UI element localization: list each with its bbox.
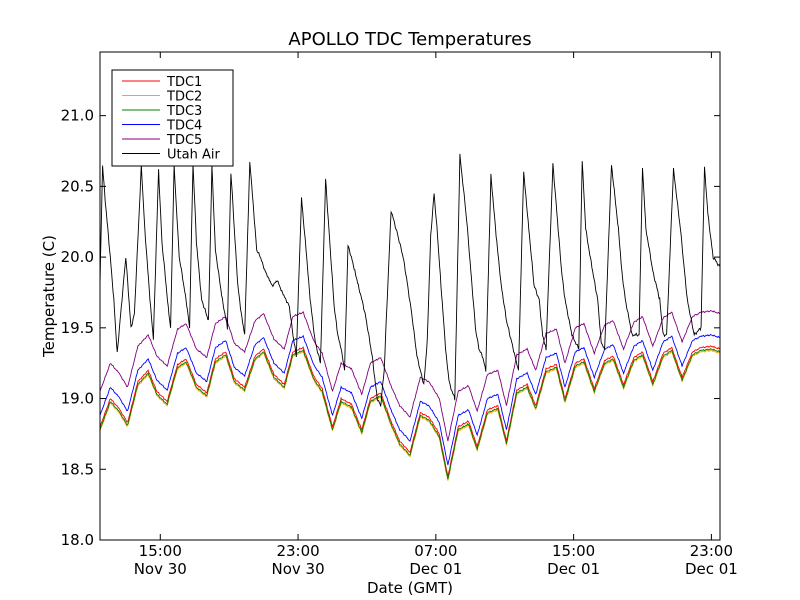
series-line-tdc3 bbox=[99, 348, 721, 480]
legend-frame bbox=[111, 69, 234, 167]
x-tick-label-time: 07:00 bbox=[414, 542, 457, 560]
axis-ticks bbox=[100, 52, 720, 541]
y-tick-label: 19.0 bbox=[61, 390, 94, 408]
x-tick-label-date: Dec 01 bbox=[547, 560, 600, 578]
series-lines bbox=[99, 153, 721, 481]
x-tick-label-time: 15:00 bbox=[552, 542, 595, 560]
series-line-tdc1 bbox=[99, 345, 721, 477]
x-tick-label-date: Nov 30 bbox=[271, 560, 324, 578]
legend-label: TDC3 bbox=[166, 104, 202, 119]
x-tick-label-time: 23:00 bbox=[690, 542, 733, 560]
x-tick-label-date: Nov 30 bbox=[134, 560, 187, 578]
legend-label: TDC2 bbox=[166, 90, 202, 105]
chart-title: APOLLO TDC Temperatures bbox=[288, 29, 531, 50]
x-tick-label-date: Dec 01 bbox=[685, 560, 738, 578]
y-tick-label: 18.0 bbox=[61, 531, 94, 549]
plot-area bbox=[99, 51, 721, 541]
x-axis-label: Date (GMT) bbox=[367, 579, 453, 597]
y-tick-label: 20.5 bbox=[61, 177, 94, 195]
y-tick-label: 21.0 bbox=[61, 107, 94, 125]
x-tick-label-time: 15:00 bbox=[139, 542, 182, 560]
y-axis-label: Temperature (C) bbox=[40, 235, 58, 358]
series-line-utah-air bbox=[99, 153, 721, 407]
legend-label: TDC1 bbox=[166, 75, 202, 90]
x-tick-label-time: 23:00 bbox=[276, 542, 319, 560]
series-line-tdc5 bbox=[99, 309, 721, 442]
legend-label: Utah Air bbox=[167, 148, 220, 163]
y-axis-tick-labels: 18.0 18.5 19.0 19.5 20.0 20.5 21.0 bbox=[61, 107, 94, 549]
y-tick-label: 19.5 bbox=[61, 319, 94, 337]
legend-label: TDC5 bbox=[166, 133, 202, 148]
y-tick-label: 20.0 bbox=[61, 248, 94, 266]
y-tick-label: 18.5 bbox=[61, 460, 94, 478]
x-tick-label-date: Dec 01 bbox=[409, 560, 462, 578]
legend-label: TDC4 bbox=[166, 119, 202, 134]
plot-frame bbox=[99, 51, 721, 541]
series-line-tdc4 bbox=[99, 333, 721, 466]
